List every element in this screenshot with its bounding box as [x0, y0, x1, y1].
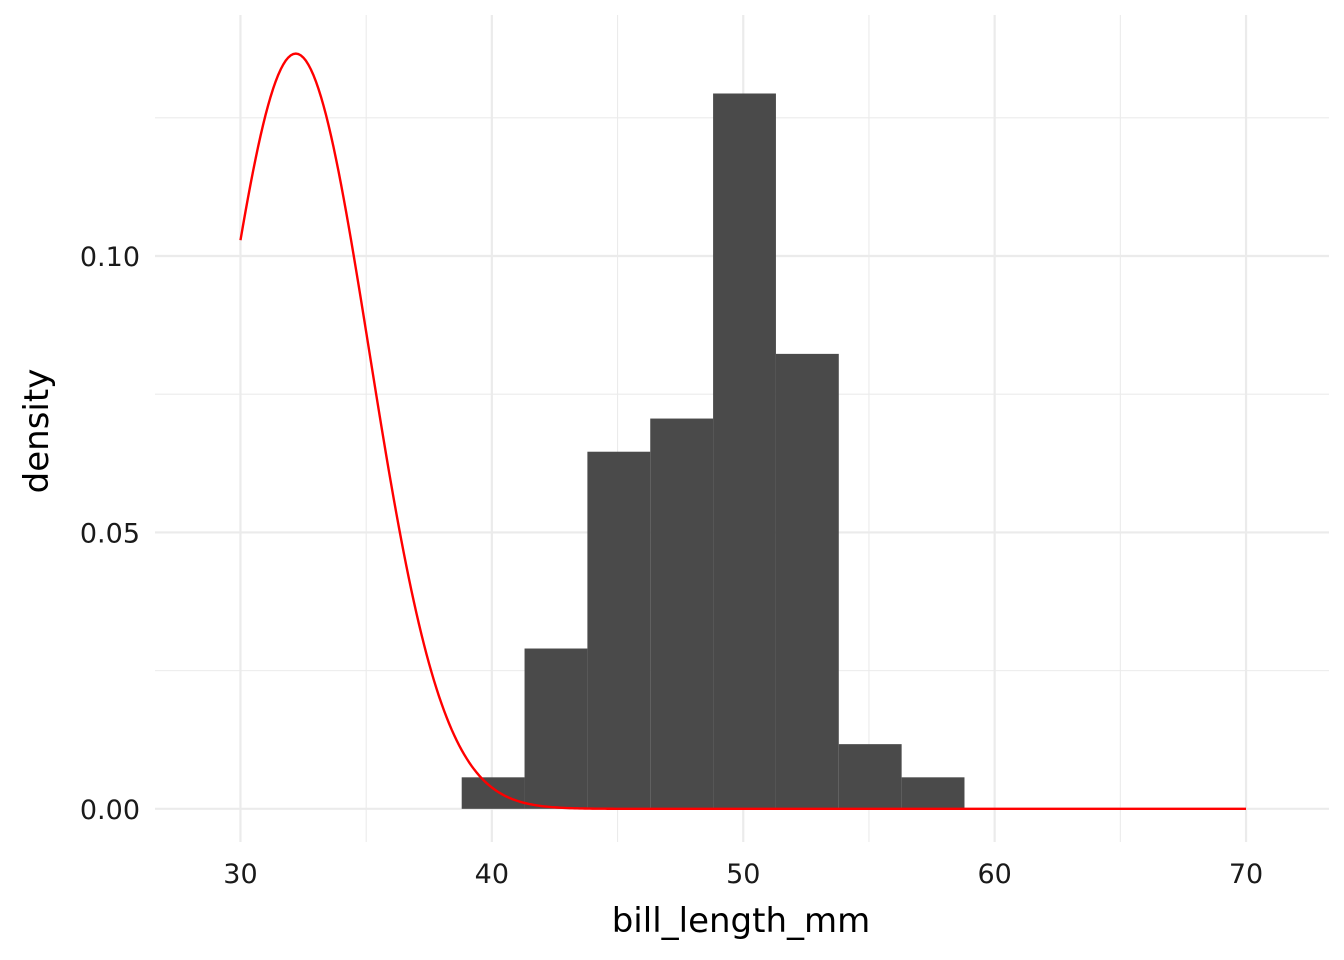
x-axis-tick-labels: 30 40 50 60 70: [223, 859, 1263, 890]
histogram-bar: [587, 451, 651, 809]
y-tick-label: 0.00: [80, 795, 140, 826]
density-curve-layer: [239, 52, 1247, 811]
histogram-bar: [713, 93, 776, 809]
density-curve: [239, 52, 1247, 811]
x-tick-label: 60: [977, 859, 1011, 890]
histogram-bar: [775, 353, 839, 809]
y-tick-label: 0.05: [80, 518, 140, 549]
histogram-bar: [650, 418, 714, 809]
x-tick-label: 70: [1229, 859, 1263, 890]
y-axis-tick-labels: 0.00 0.05 0.10: [80, 242, 140, 826]
histogram-bar: [461, 777, 525, 809]
y-axis-title: density: [17, 369, 57, 494]
histogram-bar: [524, 648, 588, 809]
x-axis-title: bill_length_mm: [612, 901, 871, 941]
y-tick-label: 0.10: [80, 242, 140, 273]
histogram-bar: [838, 744, 902, 809]
histogram-bar: [901, 777, 965, 809]
x-tick-label: 30: [223, 859, 257, 890]
x-tick-label: 40: [475, 859, 509, 890]
histogram-bars: [461, 93, 965, 809]
x-tick-label: 50: [726, 859, 760, 890]
